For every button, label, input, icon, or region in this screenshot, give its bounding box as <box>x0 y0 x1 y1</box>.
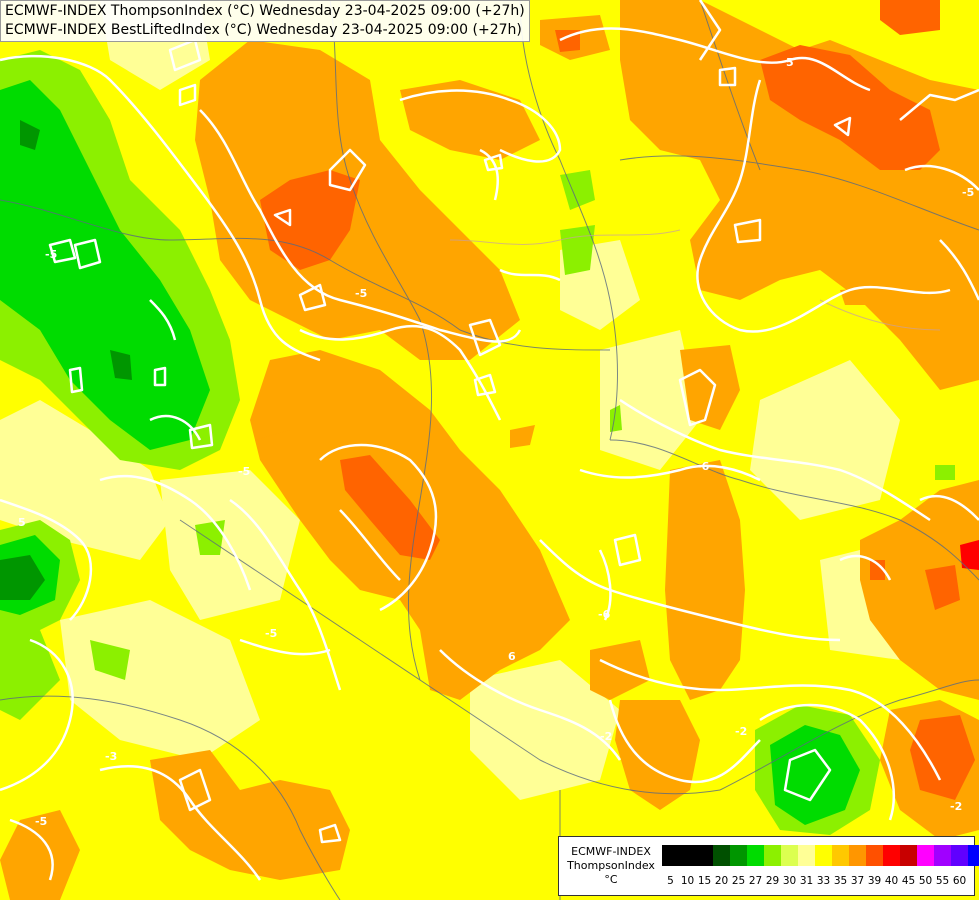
legend-tick-label: 20 <box>714 875 729 887</box>
legend-title: ECMWF-INDEX ThompsonIndex °C <box>561 845 661 887</box>
legend-swatch <box>713 845 730 866</box>
contour-label: 5 <box>786 56 794 69</box>
map-header: ECMWF-INDEX ThompsonIndex (°C) Wednesday… <box>0 0 530 42</box>
legend-tick-label: 33 <box>816 875 831 887</box>
contour-label: -2 <box>735 725 747 738</box>
header-line-thompson-index: ECMWF-INDEX ThompsonIndex (°C) Wednesday… <box>5 3 525 19</box>
legend-swatches <box>662 845 979 866</box>
red-areas <box>960 540 979 570</box>
legend-tick-label: 10 <box>680 875 695 887</box>
legend-tick-label: 40 <box>884 875 899 887</box>
legend-swatch <box>679 845 696 866</box>
legend-tick-label: 45 <box>901 875 916 887</box>
legend-swatch <box>815 845 832 866</box>
legend-tick-label: 35 <box>833 875 848 887</box>
contour-label: -6 <box>697 460 710 473</box>
legend-source: ECMWF-INDEX <box>571 845 651 858</box>
green-areas-center <box>560 170 955 480</box>
legend-swatch <box>934 845 951 866</box>
contour-label: -5 <box>962 186 974 199</box>
header-line-best-lifted-index: ECMWF-INDEX BestLiftedIndex (°C) Wednesd… <box>5 22 522 38</box>
legend-tick-label: 55 <box>935 875 950 887</box>
legend-swatch <box>900 845 917 866</box>
contour-labels: 5 -5 -5 -5 5 -6 6 -6 -5 -5 -5 -5 -2 -2 -… <box>18 56 974 873</box>
legend-swatch <box>866 845 883 866</box>
legend-tick-label: 60 <box>952 875 967 887</box>
contour-label: -5 <box>35 815 47 828</box>
legend-tick-labels: 5 10 15 20 25 27 29 30 31 33 35 37 39 40 45 50 55 60 <box>662 875 979 887</box>
legend-tick-label: 5 <box>667 875 674 887</box>
legend-tick-label: 50 <box>918 875 933 887</box>
contour-label: 6 <box>508 650 516 663</box>
legend-parameter: ThompsonIndex <box>567 859 655 872</box>
contour-label: -5 <box>265 627 277 640</box>
legend-swatch <box>798 845 815 866</box>
contour-label: -3 <box>105 750 117 763</box>
legend-tick-label: 29 <box>765 875 780 887</box>
legend-swatch <box>883 845 900 866</box>
legend-swatch <box>696 845 713 866</box>
legend-tick-label: 37 <box>850 875 865 887</box>
legend-tick-label <box>968 875 979 887</box>
legend-swatch <box>968 845 979 866</box>
green-areas-southeast <box>755 705 880 835</box>
contour-label: -5 <box>355 287 367 300</box>
contour-label: -5 <box>238 465 250 478</box>
legend-swatch <box>747 845 764 866</box>
legend-swatch <box>730 845 747 866</box>
lifted-index-contours <box>0 0 979 881</box>
legend-swatch <box>917 845 934 866</box>
legend-tick-label: 30 <box>782 875 797 887</box>
legend-tick-label: 15 <box>697 875 712 887</box>
contour-label: -6 <box>598 608 611 621</box>
legend-swatch <box>951 845 968 866</box>
dark-orange-areas <box>260 0 975 800</box>
contour-label: 5 <box>18 516 26 529</box>
contour-label: -2 <box>950 800 962 813</box>
legend-tick-label: 27 <box>748 875 763 887</box>
contour-label: -5 <box>45 248 57 261</box>
legend-tick-label: 25 <box>731 875 746 887</box>
legend-swatch <box>781 845 798 866</box>
legend-unit: °C <box>604 873 618 886</box>
legend-swatch <box>849 845 866 866</box>
green-areas-west <box>0 50 240 720</box>
legend-swatch <box>832 845 849 866</box>
legend-swatch <box>764 845 781 866</box>
legend-tick-label: 31 <box>799 875 814 887</box>
color-legend: ECMWF-INDEX ThompsonIndex °C 5 10 15 20 25 27… <box>558 836 979 896</box>
contour-label: -2 <box>600 730 612 743</box>
legend-tick-label: 39 <box>867 875 882 887</box>
legend-swatch <box>662 845 679 866</box>
